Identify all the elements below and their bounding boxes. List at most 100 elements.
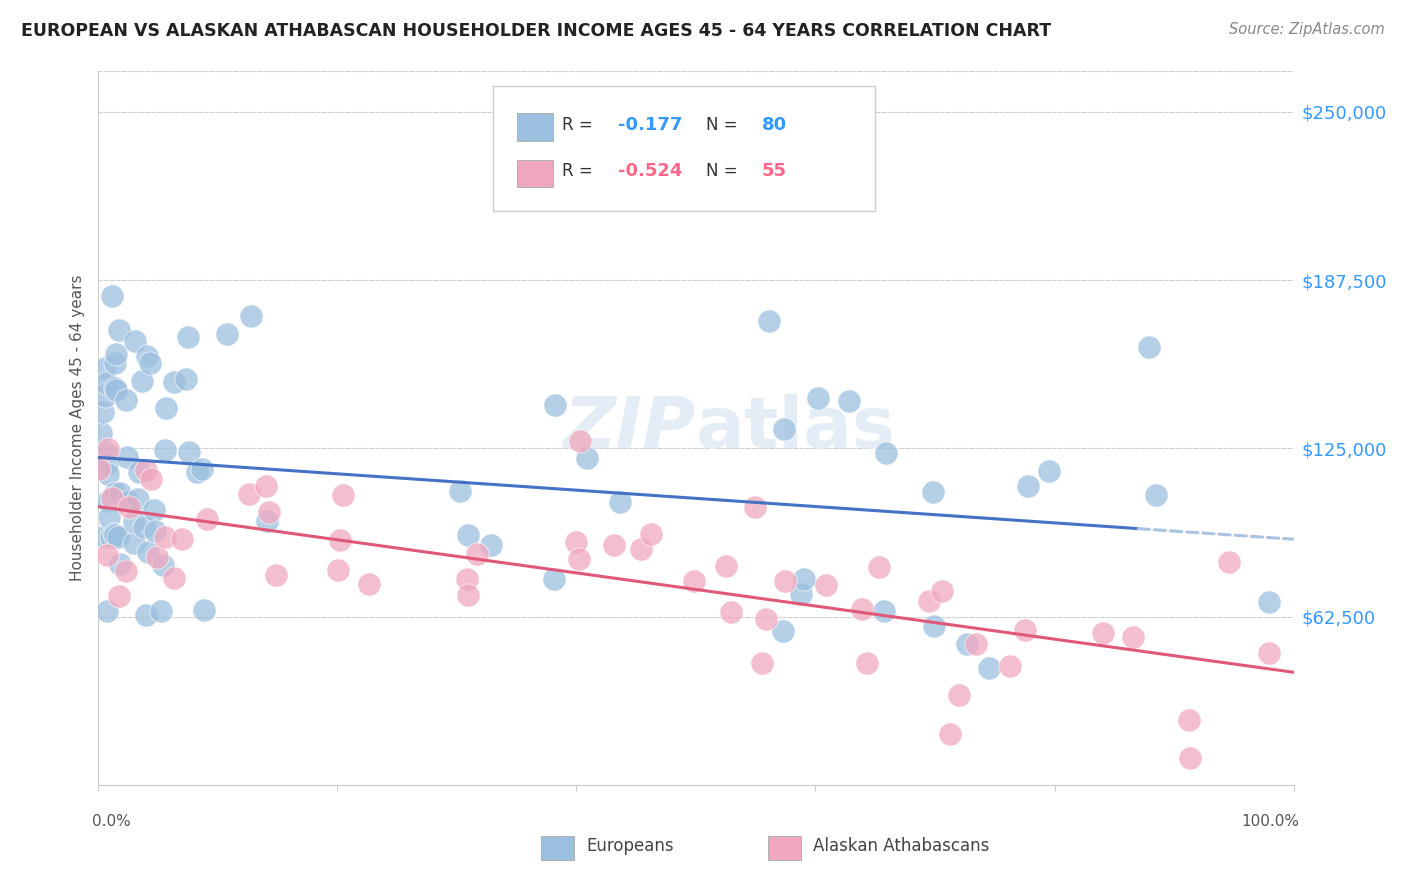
Text: 55: 55	[762, 162, 787, 180]
Point	[1017, 479, 1039, 493]
Point	[329, 533, 352, 548]
Point	[257, 505, 280, 519]
Point	[94, 389, 117, 403]
Point	[143, 524, 166, 539]
Point	[1038, 464, 1060, 478]
Point	[939, 727, 962, 741]
Point	[127, 491, 149, 506]
Point	[128, 465, 150, 479]
Point	[609, 494, 631, 508]
Point	[1137, 340, 1160, 354]
Point	[117, 494, 139, 508]
Point	[602, 538, 624, 552]
Point	[124, 516, 146, 530]
Point	[714, 559, 737, 574]
Point	[132, 520, 155, 534]
Point	[103, 527, 125, 541]
Point	[239, 309, 262, 323]
Point	[875, 445, 897, 459]
Text: R =: R =	[562, 116, 598, 134]
Point	[1178, 751, 1201, 765]
Point	[114, 392, 136, 407]
Point	[793, 572, 815, 586]
Point	[457, 588, 479, 602]
Point	[1178, 713, 1201, 727]
FancyBboxPatch shape	[541, 836, 574, 860]
Point	[465, 548, 488, 562]
Point	[751, 656, 773, 670]
Point	[139, 356, 162, 370]
Point	[868, 559, 890, 574]
Point	[90, 425, 112, 440]
Text: -0.524: -0.524	[619, 162, 683, 180]
Point	[97, 467, 120, 481]
FancyBboxPatch shape	[494, 86, 876, 211]
Point	[758, 314, 780, 328]
Point	[924, 619, 946, 633]
Point	[94, 361, 117, 376]
Text: 100.0%: 100.0%	[1241, 814, 1299, 829]
Point	[152, 558, 174, 572]
Point	[772, 624, 794, 639]
FancyBboxPatch shape	[768, 836, 801, 860]
Point	[96, 604, 118, 618]
Point	[89, 462, 111, 476]
Point	[100, 491, 122, 505]
Point	[965, 637, 987, 651]
Point	[948, 689, 970, 703]
Text: 80: 80	[762, 116, 787, 134]
Point	[97, 494, 120, 508]
Point	[1091, 626, 1114, 640]
Point	[851, 601, 873, 615]
Point	[744, 500, 766, 514]
Point	[544, 398, 567, 412]
Point	[479, 538, 502, 552]
Text: R =: R =	[562, 162, 598, 180]
Point	[131, 374, 153, 388]
Point	[807, 391, 830, 405]
Point	[190, 462, 212, 476]
Point	[357, 577, 380, 591]
Point	[91, 530, 114, 544]
Point	[139, 472, 162, 486]
Point	[918, 594, 941, 608]
Point	[163, 375, 186, 389]
Point	[720, 606, 742, 620]
Point	[155, 401, 177, 415]
Text: -0.177: -0.177	[619, 116, 683, 134]
Point	[543, 572, 565, 586]
Point	[124, 334, 146, 348]
Text: atlas: atlas	[696, 393, 896, 463]
Text: Europeans: Europeans	[586, 837, 673, 855]
FancyBboxPatch shape	[517, 160, 553, 187]
Point	[998, 659, 1021, 673]
Point	[135, 463, 157, 477]
Point	[108, 590, 131, 604]
Point	[172, 532, 194, 546]
Point	[1122, 630, 1144, 644]
Point	[264, 568, 287, 582]
Point	[149, 604, 172, 618]
Point	[814, 578, 837, 592]
Point	[117, 450, 139, 464]
Point	[979, 661, 1001, 675]
Point	[177, 445, 200, 459]
Point	[238, 487, 260, 501]
Point	[683, 574, 706, 589]
Point	[98, 509, 121, 524]
Y-axis label: Householder Income Ages 45 - 64 years: Householder Income Ages 45 - 64 years	[69, 275, 84, 582]
Point	[104, 486, 127, 500]
Point	[104, 381, 127, 395]
Point	[256, 514, 278, 528]
Point	[105, 347, 128, 361]
Point	[153, 530, 176, 544]
Point	[922, 484, 945, 499]
Point	[108, 486, 131, 500]
Point	[163, 571, 186, 585]
Text: 0.0%: 0.0%	[93, 814, 131, 829]
Point	[101, 288, 124, 302]
Text: Alaskan Athabascans: Alaskan Athabascans	[813, 837, 990, 855]
Point	[115, 564, 138, 578]
Point	[117, 500, 139, 514]
Point	[135, 607, 157, 622]
